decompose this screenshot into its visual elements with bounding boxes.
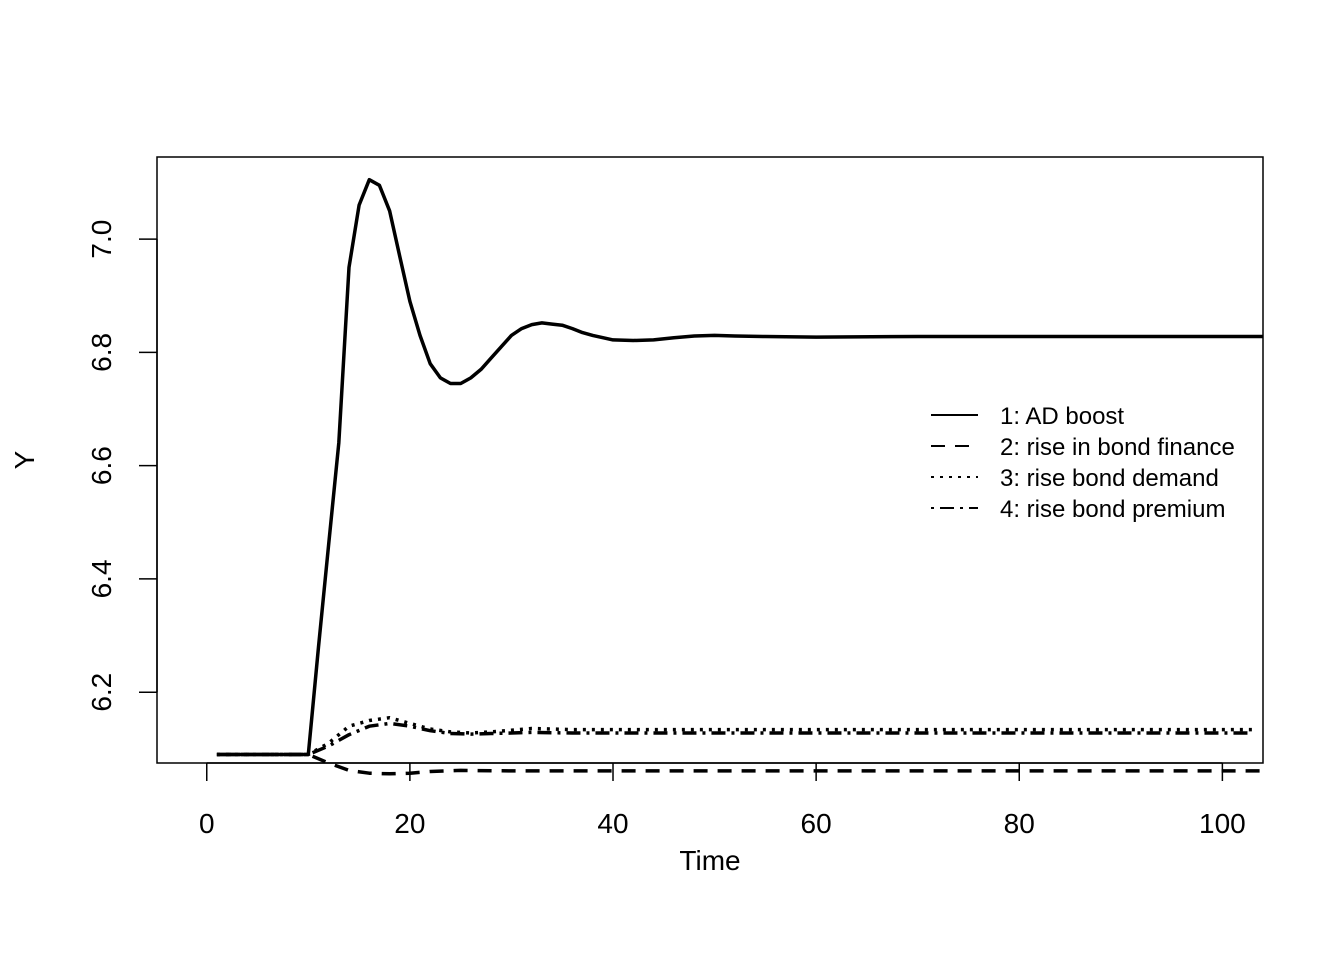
legend-label: 2: rise in bond finance [1000, 434, 1235, 461]
series-layer [216, 177, 1263, 776]
y-tick-label: 7.0 [86, 220, 117, 259]
x-tick-label: 100 [1199, 808, 1246, 839]
y-axis-label: Y [9, 450, 40, 469]
x-axis: 0 20 40 60 80 100 [199, 762, 1246, 839]
series-line [216, 715, 1253, 757]
series-line [216, 721, 1253, 757]
x-tick-label: 80 [1004, 808, 1035, 839]
x-tick-label: 20 [394, 808, 425, 839]
series-line [216, 177, 1263, 757]
legend-label: 1: AD boost [1000, 403, 1124, 430]
legend-label: 3: rise bond demand [1000, 465, 1219, 492]
legend: 1: AD boost 2: rise in bond finance 3: ris… [931, 403, 1235, 523]
legend-label: 4: rise bond premium [1000, 496, 1225, 523]
x-tick-label: 40 [597, 808, 628, 839]
y-tick-label: 6.8 [86, 333, 117, 372]
x-tick-label: 60 [801, 808, 832, 839]
x-tick-label: 0 [199, 808, 215, 839]
y-axis: 6.2 6.4 6.6 6.8 7.0 [86, 220, 158, 712]
y-tick-label: 6.2 [86, 673, 117, 712]
series-line [216, 752, 1263, 776]
x-axis-label: Time [679, 845, 740, 876]
y-tick-label: 6.6 [86, 446, 117, 485]
y-tick-label: 6.4 [86, 559, 117, 598]
